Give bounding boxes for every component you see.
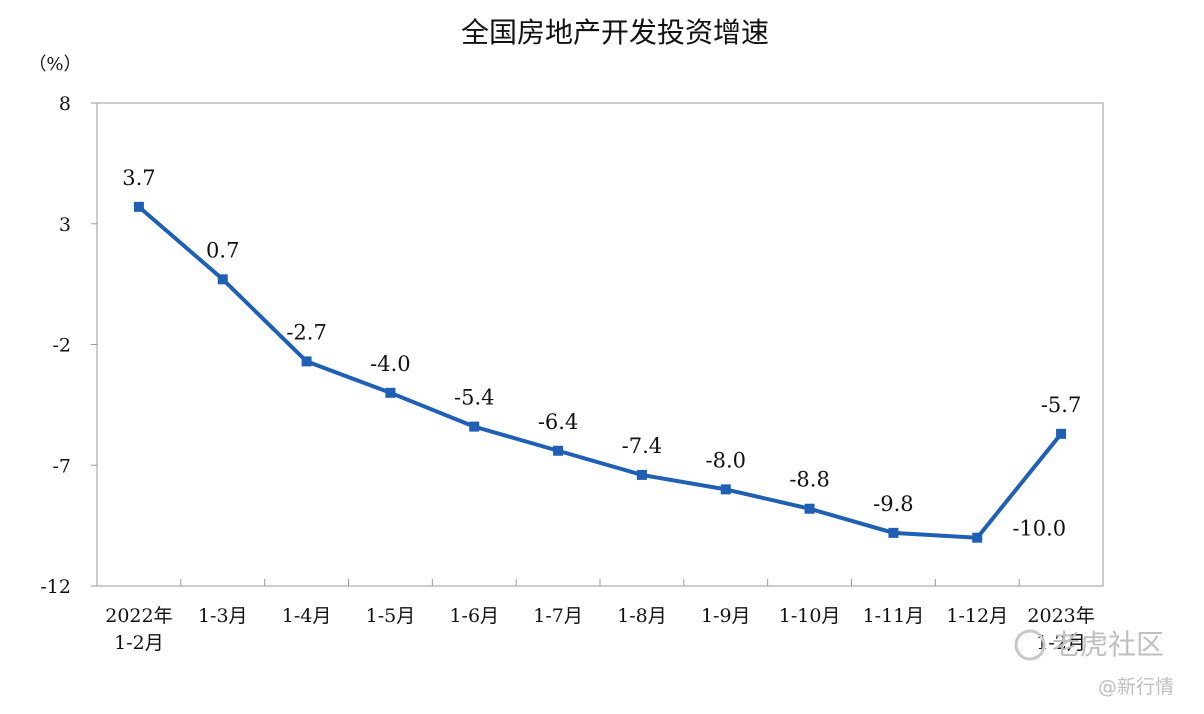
x-tick-label: 2022年 [105,605,172,627]
data-point [301,356,312,367]
watermark-handle: @新行情 [1098,676,1174,698]
y-unit-label: （%） [28,54,81,75]
data-point [553,445,564,456]
y-tick-label: 3 [59,214,71,236]
data-point [133,201,144,212]
x-tick-label: 1-2月 [1036,632,1086,654]
x-tick-label: 1-5月 [366,605,416,627]
data-point [469,421,480,432]
x-axis: 2022年 1-2月 1-3月 1-4月 1-5月 1-6月 1-7月 1-8月 1-9月 1-1… [105,579,1095,654]
data-point [385,387,396,398]
data-label: 3.7 [122,166,155,190]
y-tick-label: -2 [52,335,71,357]
x-tick-label: 1-7月 [533,605,583,627]
data-label: -10.0 [1012,517,1066,541]
x-tick-label: 2023年 [1027,605,1094,627]
watermark-logo-icon [1014,629,1046,661]
x-tick-label: 1-10月 [779,605,841,627]
data-point [804,503,815,514]
data-point [720,484,731,495]
data-label: -5.7 [1041,393,1082,417]
data-point [888,527,899,538]
watermark: 老虎社区 @新行情 [1014,628,1174,698]
watermark-text: 老虎社区 [1052,628,1164,661]
data-label: -2.7 [286,320,327,344]
chart-title: 全国房地产开发投资增速 [461,16,769,49]
series-line [136,204,1064,540]
data-label: -5.4 [454,386,495,410]
x-tick-label: 1-9月 [701,605,751,627]
data-labels: 3.7 0.7 -2.7 -4.0 -5.4 -6.4 -7.4 -8.0 -8.8 -9.8 -1… [122,166,1081,541]
data-point [217,274,228,285]
x-tick-label: 1-11月 [863,605,925,627]
y-tick-label: -7 [52,455,71,477]
data-label: 0.7 [206,238,239,262]
data-point [1056,428,1067,439]
y-tick-label: -12 [40,576,71,598]
x-tick-label: 1-8月 [617,605,667,627]
y-tick-label: 8 [59,93,71,115]
x-tick-label: 1-12月 [946,605,1008,627]
data-point [636,469,647,480]
data-label: -8.8 [789,468,830,492]
plot-frame [96,102,1104,587]
x-tick-label: 1-4月 [282,605,332,627]
data-points [133,201,1067,543]
data-label: -8.0 [706,448,747,472]
data-label: -9.8 [873,492,914,516]
x-tick-label: 1-3月 [198,605,248,627]
x-tick-label: 1-6月 [449,605,499,627]
data-label: -6.4 [538,410,579,434]
data-point [972,532,983,543]
x-tick-label: 1-2月 [114,632,164,654]
data-label: -7.4 [622,434,663,458]
y-axis: 8 3 -2 -7 -12 [40,93,97,598]
data-label: -4.0 [370,352,411,376]
